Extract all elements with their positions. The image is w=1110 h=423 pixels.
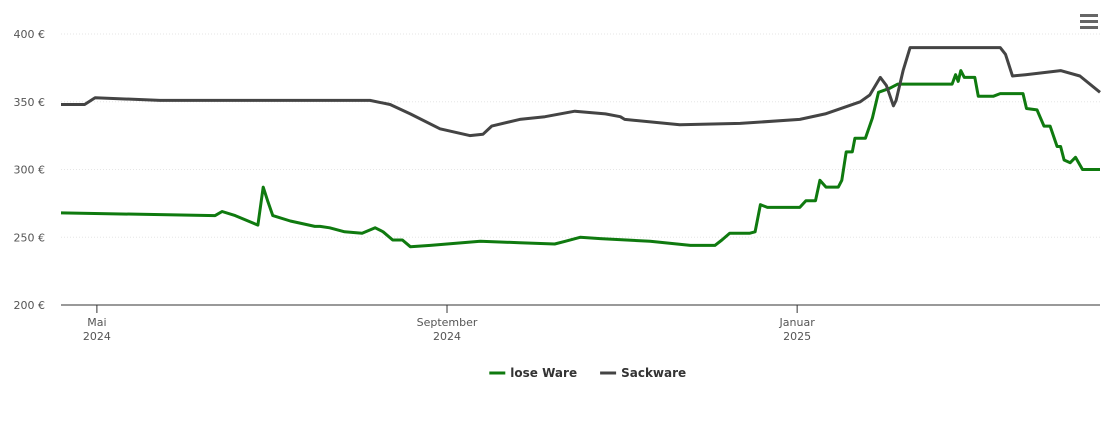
series-line: [61, 46, 1101, 138]
y-tick-label: 300 €: [14, 164, 46, 177]
y-tick-label: 250 €: [14, 231, 46, 244]
legend: lose Ware Sackware: [489, 366, 686, 380]
x-tick-label-line: Januar: [779, 316, 816, 329]
x-tick-label: September 2024: [417, 316, 478, 343]
x-tick-label: Januar 2025: [779, 316, 816, 343]
x-tick-label-line: 2024: [433, 330, 461, 343]
y-tick-label: 350 €: [14, 96, 46, 109]
menu-bar: [1080, 20, 1098, 23]
x-tick-label-line: 2024: [83, 330, 111, 343]
legend-label: Sackware: [621, 366, 686, 380]
menu-button[interactable]: [1080, 14, 1098, 29]
legend-label: lose Ware: [510, 366, 577, 380]
menu-bar: [1080, 26, 1098, 29]
menu-bar: [1080, 14, 1098, 17]
x-tick-label-line: 2025: [783, 330, 811, 343]
x-tick-label-line: September: [417, 316, 478, 329]
x-tick-label-line: Mai: [87, 316, 106, 329]
x-tick-label: Mai 2024: [83, 316, 111, 343]
legend-item[interactable]: Sackware: [600, 366, 686, 380]
y-tick-label: 400 €: [14, 28, 46, 41]
y-tick-label: 200 €: [14, 299, 46, 312]
series-line: [60, 69, 1100, 249]
legend-item[interactable]: lose Ware: [489, 366, 577, 380]
